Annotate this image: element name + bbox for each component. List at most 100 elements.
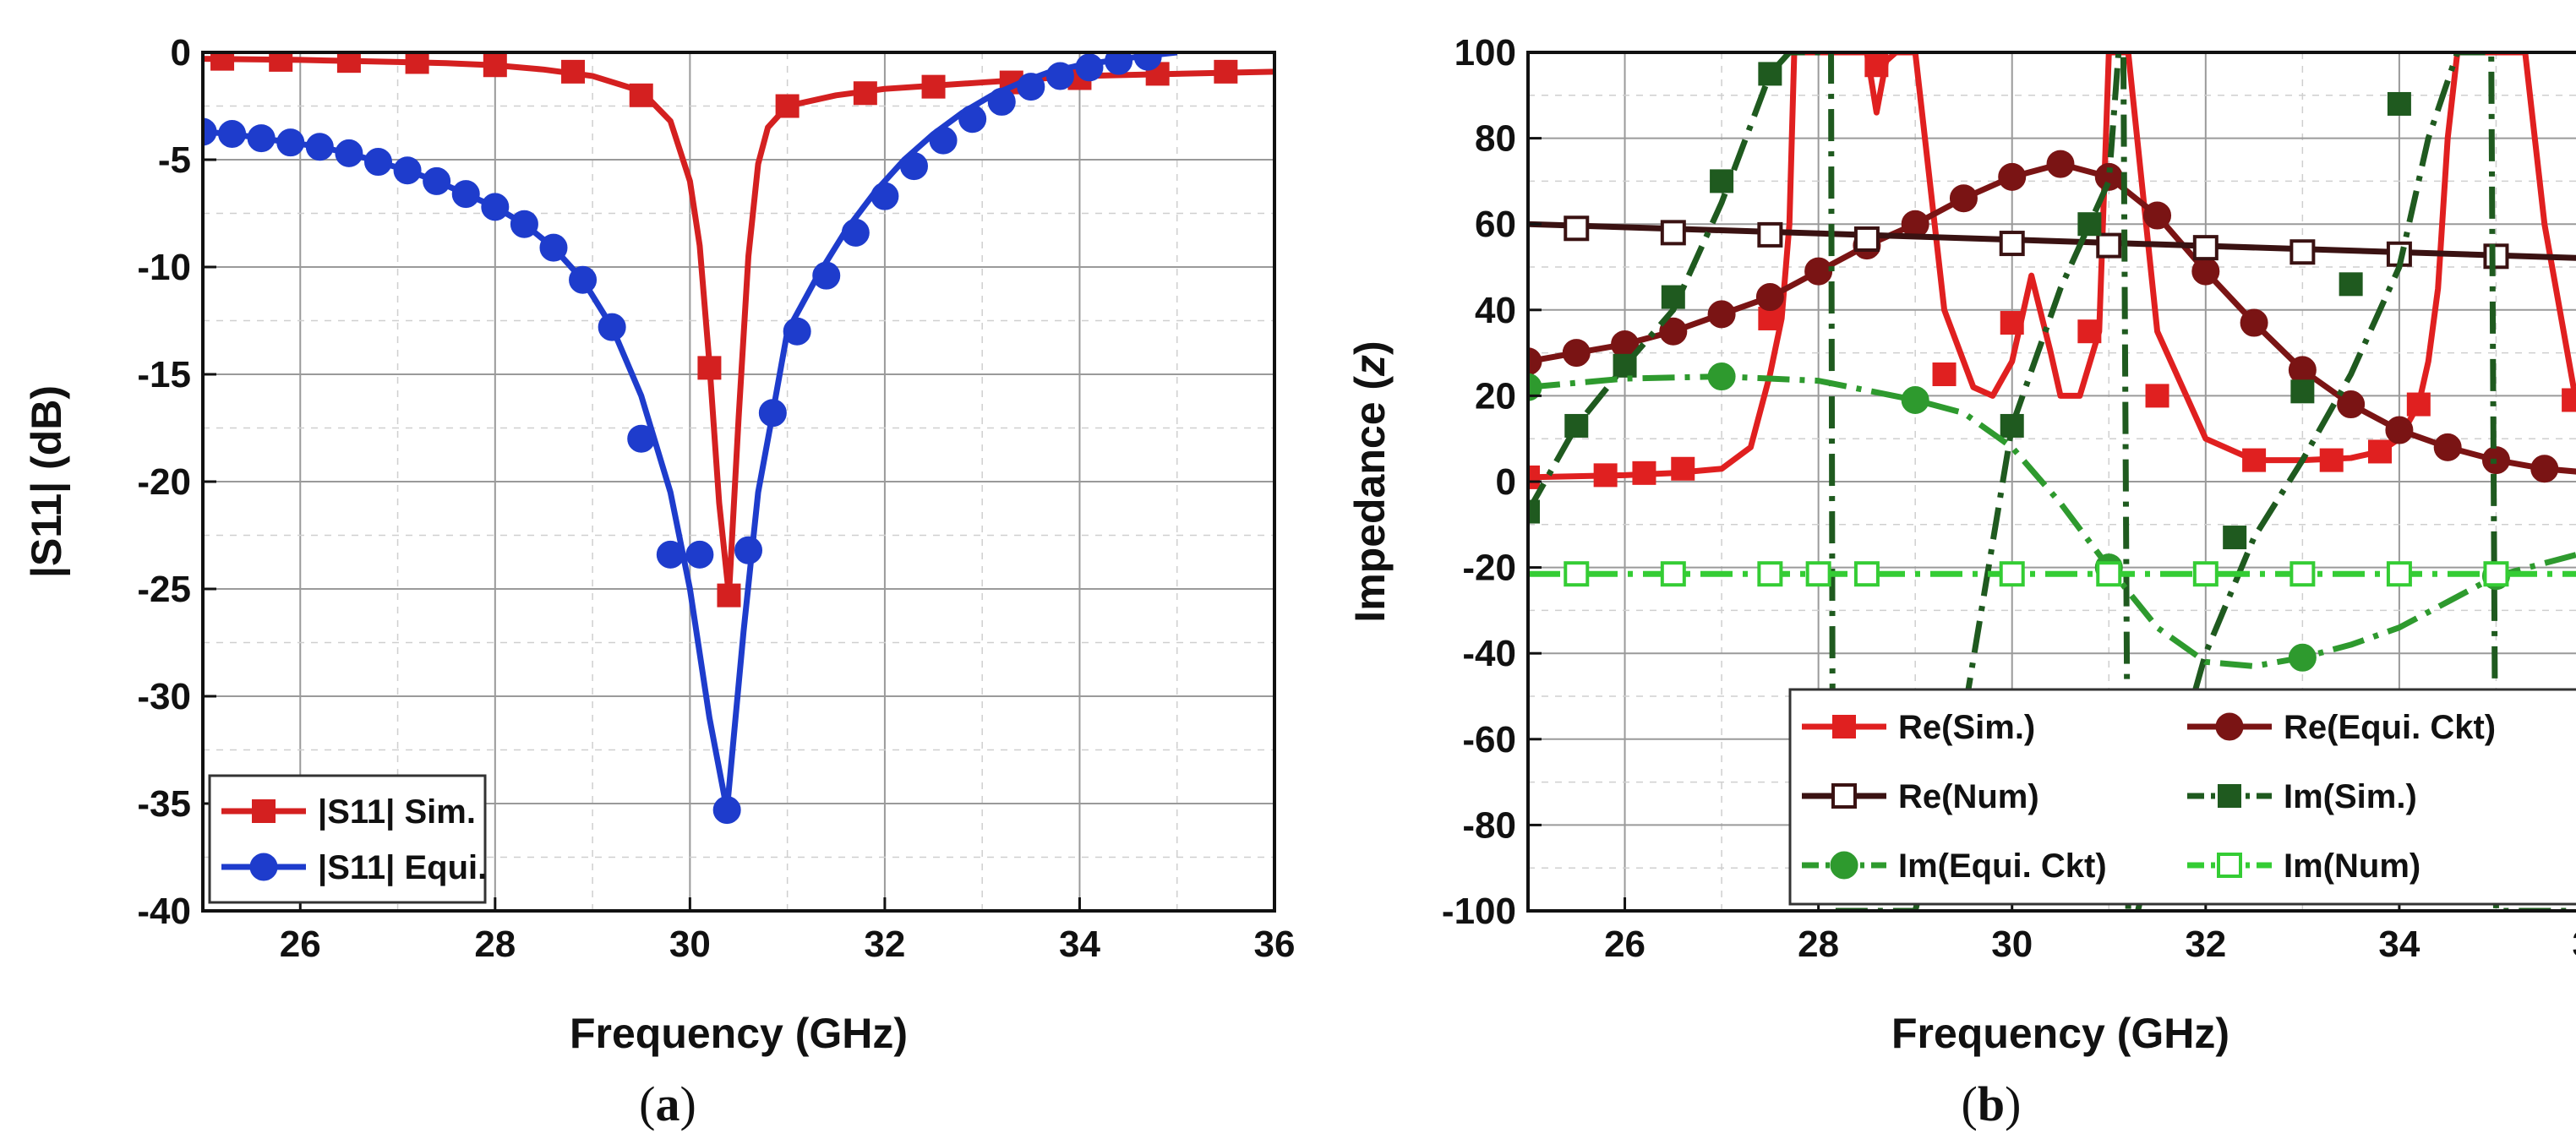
data-point-marker (218, 120, 247, 149)
data-point-marker (1017, 73, 1045, 101)
data-point-marker (2289, 239, 2316, 265)
data-point-marker (305, 133, 334, 161)
data-point-marker (1671, 456, 1695, 481)
caption-b-open: ( (1962, 1076, 1978, 1131)
y-tick-label: -10 (137, 247, 191, 288)
series-5 (1528, 561, 2576, 587)
y-tick-label: -20 (137, 461, 191, 503)
caption-b-close: ) (2005, 1076, 2021, 1131)
y-tick-label: -15 (137, 354, 191, 395)
y-tick-label: -35 (137, 783, 191, 825)
data-point-marker (598, 313, 626, 341)
data-point-marker (363, 148, 392, 177)
y-tick-label: 20 (1475, 375, 1516, 417)
data-point-marker (1901, 210, 1929, 238)
data-point-marker (1660, 220, 1686, 246)
data-point-marker (1105, 52, 1133, 75)
chart-b-y-axis-label-close: ) (1346, 341, 1394, 355)
x-tick-label: 30 (669, 924, 711, 965)
chart-b-y-axis-label-var: z (1346, 355, 1394, 377)
chart-b-y-axis-label-main: Impedance ( (1346, 376, 1394, 623)
data-point-marker (510, 210, 538, 238)
data-point-marker (1660, 561, 1686, 587)
data-point-marker (712, 796, 741, 825)
data-point-marker (734, 536, 763, 564)
chart-b-legend: Re(Sim.) Re(Equi. Ckt) Re(Num) Im(Sim.) Im(E… (1788, 688, 2576, 906)
y-tick-label: -40 (137, 891, 191, 932)
data-point-marker (451, 180, 480, 209)
data-point-marker (1528, 373, 1542, 401)
data-point-marker (2483, 561, 2509, 587)
x-tick-label: 26 (1604, 924, 1645, 965)
data-point-marker (2483, 243, 2509, 270)
data-point-marker (2096, 232, 2122, 259)
data-point-marker (2385, 416, 2414, 444)
y-tick-label: -30 (137, 676, 191, 717)
legend-label: Im(Equi. Ckt) (1898, 847, 2107, 885)
chart-a-ticks: 26 28 30 32 34 36 0 -5 -10 -15 -20 -25 -30 -35 -40 (137, 32, 1295, 965)
legend-box (1788, 688, 2576, 906)
data-point-marker (1710, 169, 1734, 193)
x-tick-label: 34 (2378, 924, 2420, 965)
data-point-marker (2077, 319, 2102, 344)
data-point-marker (1632, 461, 1656, 485)
data-point-marker (405, 52, 429, 74)
data-point-marker (2191, 257, 2220, 286)
data-point-marker (393, 156, 422, 185)
data-point-marker (483, 53, 507, 78)
data-point-marker (2218, 784, 2241, 808)
data-point-marker (2339, 272, 2363, 297)
data-point-marker (775, 94, 800, 118)
data-point-marker (870, 182, 899, 210)
data-point-marker (2242, 448, 2267, 472)
data-point-marker (2217, 853, 2242, 878)
data-point-marker (1133, 52, 1162, 71)
y-tick-label: -5 (158, 139, 191, 181)
chart-a: 26 28 30 32 34 36 0 -5 -10 -15 -20 -25 -30 -35 -40 Fre… (23, 32, 1295, 1057)
data-point-marker (1932, 362, 1957, 386)
data-point-marker (2223, 526, 2247, 550)
legend-label: Re(Num) (1898, 778, 2039, 815)
data-point-marker (1564, 561, 1590, 587)
legend-label: Im(Num) (2284, 847, 2420, 885)
data-point-marker (1593, 463, 1618, 488)
y-tick-label: -60 (1462, 719, 1516, 760)
series-1 (203, 52, 1178, 825)
y-tick-label: 100 (1454, 32, 1516, 74)
data-point-marker (247, 124, 276, 153)
data-point-marker (717, 583, 741, 608)
data-point-marker (987, 87, 1016, 116)
data-point-marker (812, 261, 841, 290)
data-point-marker (1864, 53, 1889, 78)
series-line (1528, 373, 2576, 669)
legend-label: |S11| Sim. (318, 793, 476, 831)
data-point-marker (1830, 851, 1858, 880)
x-tick-label: 32 (864, 924, 905, 965)
legend-label: Im(Sim.) (2284, 778, 2417, 815)
caption-a-open: ( (639, 1076, 655, 1131)
data-point-marker (1214, 59, 1238, 84)
data-point-marker (1757, 221, 1783, 248)
caption-b: (b) (1962, 1076, 2022, 1131)
caption-a: (a) (639, 1076, 696, 1131)
data-point-marker (1659, 317, 1688, 346)
y-tick-label: 40 (1475, 290, 1516, 331)
data-point-marker (1804, 257, 1833, 286)
series-line (1528, 52, 2576, 481)
chart-b: 26 28 30 32 34 36 100 80 60 40 20 0 -20 -40 -60 -80 -100… (1346, 32, 2576, 1057)
data-point-marker (627, 424, 656, 453)
legend-item-1: Re(Equi. Ckt) (2187, 709, 2496, 746)
data-point-marker (2000, 413, 2024, 438)
y-tick-label: 60 (1475, 204, 1516, 245)
chart-a-legend: |S11| Sim. |S11| Equi. (208, 774, 487, 904)
x-tick-label: 34 (1059, 924, 1100, 965)
y-tick-label: -40 (1462, 633, 1516, 674)
chart-a-x-axis-label: Frequency (GHz) (570, 1010, 908, 1057)
data-point-marker (2288, 643, 2317, 672)
chart-b-y-axis-label: Impedance (z) (1346, 341, 1394, 622)
data-point-marker (2046, 150, 2075, 178)
caption-a-letter: a (656, 1076, 680, 1131)
data-point-marker (269, 52, 293, 72)
y-tick-label: -20 (1462, 548, 1516, 589)
